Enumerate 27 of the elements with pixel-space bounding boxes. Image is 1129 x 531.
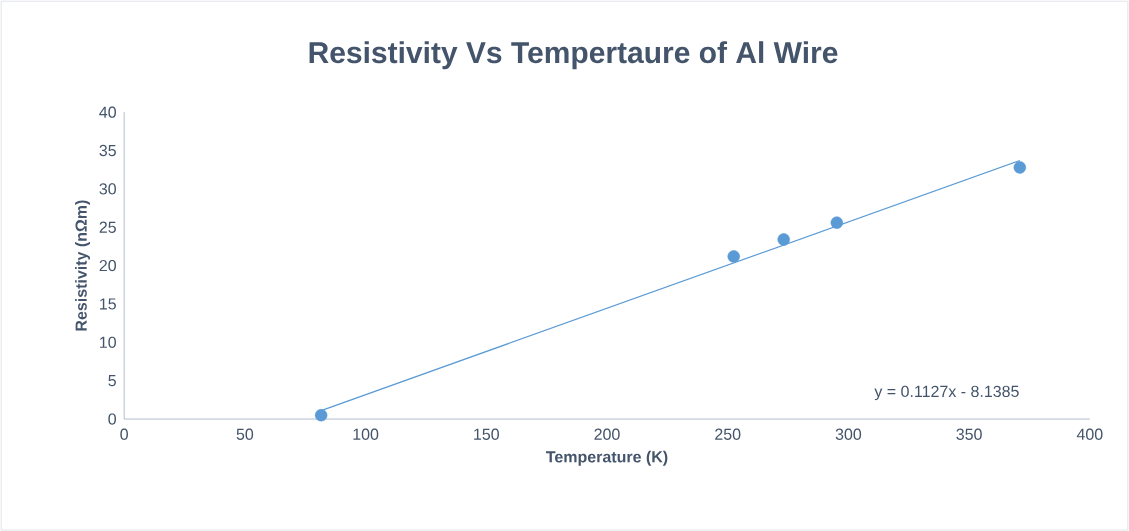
- point: [314, 408, 328, 422]
- point: [830, 216, 844, 229]
- annotation: y = 0.1127x - 8.1385: [874, 385, 1019, 401]
- x-tick-label: 100: [353, 428, 379, 440]
- x-tick-label: 350: [956, 428, 982, 440]
- x-tick-label: 200: [594, 428, 620, 440]
- x-tick-label: 50: [236, 428, 254, 440]
- x-tick-label: 400: [1076, 428, 1103, 440]
- y-tick-label: 35: [99, 144, 116, 157]
- chart-title: Resistivity Vs Tempertaure of Al Wire: [309, 41, 838, 70]
- point: [727, 250, 740, 263]
- x-tick-label: 300: [835, 428, 862, 440]
- point: [777, 233, 790, 246]
- point: [1013, 161, 1027, 174]
- y-tick-label: 0: [108, 413, 116, 425]
- x-tick-label: 150: [474, 428, 499, 440]
- y-tick-label: 20: [99, 259, 116, 272]
- y-tick-label: 15: [100, 298, 116, 310]
- x-tick-label: 250: [715, 428, 741, 440]
- y-axis-title: Resistivity (nΩm): [75, 200, 90, 331]
- x-tick-label: 0: [120, 428, 128, 440]
- x-axis-title: Temperature (K): [545, 450, 668, 466]
- y-tick-label: 5: [108, 375, 116, 387]
- y-tick-label: 30: [99, 183, 116, 195]
- y-tick-label: 40: [99, 106, 116, 118]
- y-tick-label: 25: [99, 221, 116, 233]
- y-tick-label: 10: [100, 336, 116, 348]
